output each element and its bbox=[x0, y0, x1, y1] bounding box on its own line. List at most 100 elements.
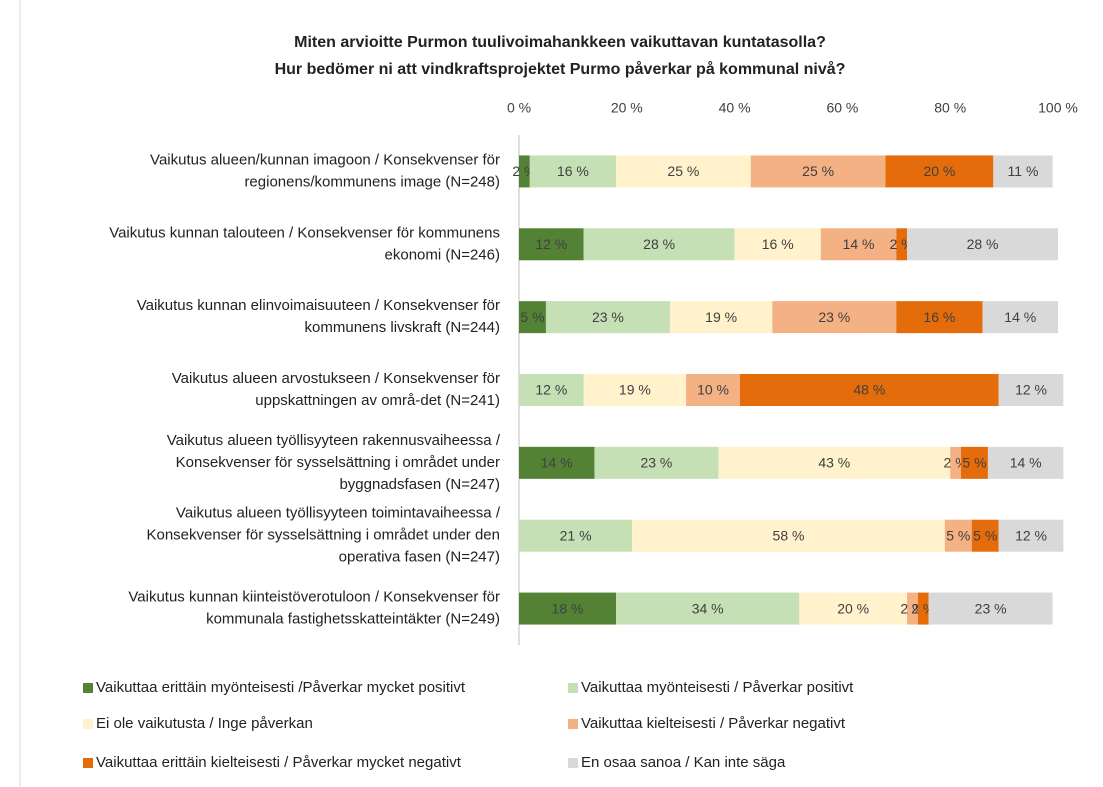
data-label: 28 % bbox=[967, 236, 999, 252]
bar-segment bbox=[519, 155, 530, 188]
data-label: 16 % bbox=[557, 163, 589, 179]
legend-label: Vaikuttaa kielteisesti / Påverkar negati… bbox=[581, 715, 846, 732]
data-label: 20 % bbox=[837, 600, 869, 616]
data-label: 16 % bbox=[923, 309, 955, 325]
category-label: Vaikutus alueen/kunnan imagoon / Konsekv… bbox=[150, 151, 500, 168]
bar-segment bbox=[907, 592, 918, 625]
category-label: Vaikutus kunnan kiinteistöverotuloon / K… bbox=[128, 589, 500, 606]
bar-segment bbox=[519, 592, 617, 625]
chart-subtitle: Hur bedömer ni att vindkraftsprojektet P… bbox=[275, 60, 846, 78]
legend-swatch bbox=[83, 683, 93, 693]
bar-segment bbox=[545, 301, 670, 334]
data-label: 12 % bbox=[1015, 382, 1047, 398]
legend-swatch bbox=[568, 683, 578, 693]
bar-segment bbox=[960, 446, 988, 479]
data-label: 11 % bbox=[1008, 163, 1039, 179]
data-label: 23 % bbox=[975, 600, 1007, 616]
bar-segment bbox=[669, 301, 773, 334]
legend-label: Vaikuttaa erittäin kielteisesti / Påverk… bbox=[96, 754, 462, 771]
bar-segment bbox=[993, 155, 1053, 188]
category-label: Vaikutus alueen työllisyyteen toimintava… bbox=[176, 505, 501, 522]
bar-segment bbox=[982, 301, 1058, 334]
data-label: 34 % bbox=[692, 600, 724, 616]
bar-segment bbox=[820, 228, 897, 261]
data-label: 14 % bbox=[541, 455, 573, 471]
legend-swatch bbox=[568, 719, 578, 729]
bar-segment bbox=[944, 519, 972, 552]
data-label: 14 % bbox=[843, 236, 875, 252]
data-label: 12 % bbox=[535, 382, 567, 398]
legend-swatch bbox=[568, 758, 578, 768]
x-tick-label: 40 % bbox=[719, 100, 751, 116]
category-label: byggnadsfasen (N=247) bbox=[339, 476, 500, 493]
data-label: 19 % bbox=[705, 309, 737, 325]
data-label: 58 % bbox=[773, 527, 805, 543]
bar-segment bbox=[718, 446, 951, 479]
bar-segment bbox=[734, 228, 821, 261]
category-label: uppskattningen av områ-det (N=241) bbox=[255, 392, 500, 409]
data-label: 12 % bbox=[535, 236, 567, 252]
bar-segment bbox=[594, 446, 719, 479]
legend-swatch bbox=[83, 758, 93, 768]
data-label: 5 % bbox=[520, 309, 544, 325]
bar-segment bbox=[896, 301, 983, 334]
bar-segment bbox=[971, 519, 999, 552]
bar-segment bbox=[686, 374, 740, 406]
data-label: 21 % bbox=[560, 527, 592, 543]
legend-swatch bbox=[83, 719, 93, 729]
data-label: 23 % bbox=[640, 455, 672, 471]
data-label: 5 % bbox=[962, 455, 986, 471]
category-label: Konsekvenser för sysselsättning i område… bbox=[176, 454, 500, 471]
legend-label: Vaikuttaa erittäin myönteisesti /Påverka… bbox=[96, 679, 466, 696]
data-label: 18 % bbox=[552, 600, 584, 616]
category-label: kommunala fastighetsskatteintäkter (N=24… bbox=[206, 611, 500, 628]
legend-label: Ei ole vaikutusta / Inge påverkan bbox=[96, 715, 313, 732]
x-tick-label: 80 % bbox=[934, 100, 966, 116]
data-label: 25 % bbox=[802, 163, 834, 179]
data-label: 14 % bbox=[1004, 309, 1036, 325]
bar-segment bbox=[519, 374, 584, 406]
bar-segment bbox=[799, 592, 908, 625]
category-label: Vaikutus kunnan elinvoimaisuuteen / Kons… bbox=[137, 297, 500, 314]
data-label: 20 % bbox=[923, 163, 955, 179]
data-label: 5 % bbox=[973, 527, 997, 543]
data-label: 43 % bbox=[818, 455, 850, 471]
bar-segment bbox=[529, 155, 617, 188]
data-label: 19 % bbox=[619, 382, 651, 398]
category-label: ekonomi (N=246) bbox=[385, 246, 500, 263]
data-label: 12 % bbox=[1015, 527, 1047, 543]
chart-title: Miten arvioitte Purmon tuulivoimahankkee… bbox=[294, 34, 826, 51]
legend-label: En osaa sanoa / Kan inte säga bbox=[581, 754, 786, 771]
x-tick-label: 20 % bbox=[611, 100, 643, 116]
bar-segment bbox=[998, 519, 1064, 552]
bar-segment bbox=[987, 446, 1064, 479]
data-label: 16 % bbox=[762, 236, 794, 252]
data-label: 23 % bbox=[818, 309, 850, 325]
bar-segment bbox=[950, 446, 961, 479]
category-label: Vaikutus alueen työllisyyteen rakennusva… bbox=[167, 432, 501, 449]
x-tick-label: 60 % bbox=[826, 100, 858, 116]
data-label: 28 % bbox=[643, 236, 675, 252]
bar-segment bbox=[907, 228, 1058, 261]
category-label: operativa fasen (N=247) bbox=[339, 549, 500, 566]
bar-segment bbox=[917, 592, 929, 625]
data-label: 23 % bbox=[592, 309, 624, 325]
x-tick-label: 100 % bbox=[1038, 100, 1078, 116]
bar-segment bbox=[772, 301, 897, 334]
x-tick-label: 0 % bbox=[507, 100, 531, 116]
data-label: 14 % bbox=[1010, 455, 1042, 471]
bar-segment bbox=[616, 592, 800, 625]
bar-segment bbox=[928, 592, 1053, 625]
bar-segment bbox=[750, 155, 886, 188]
bar-segment bbox=[519, 519, 633, 552]
bar-segment bbox=[896, 228, 908, 261]
bar-segment bbox=[519, 301, 546, 334]
bar-segment bbox=[739, 374, 999, 406]
data-label: 5 % bbox=[946, 527, 970, 543]
data-label: 25 % bbox=[667, 163, 699, 179]
data-label: 48 % bbox=[853, 382, 885, 398]
bar-segment bbox=[583, 228, 735, 261]
category-label: Vaikutus alueen arvostukseen / Konsekven… bbox=[172, 370, 500, 387]
category-label: regionens/kommunens image (N=248) bbox=[244, 173, 500, 190]
